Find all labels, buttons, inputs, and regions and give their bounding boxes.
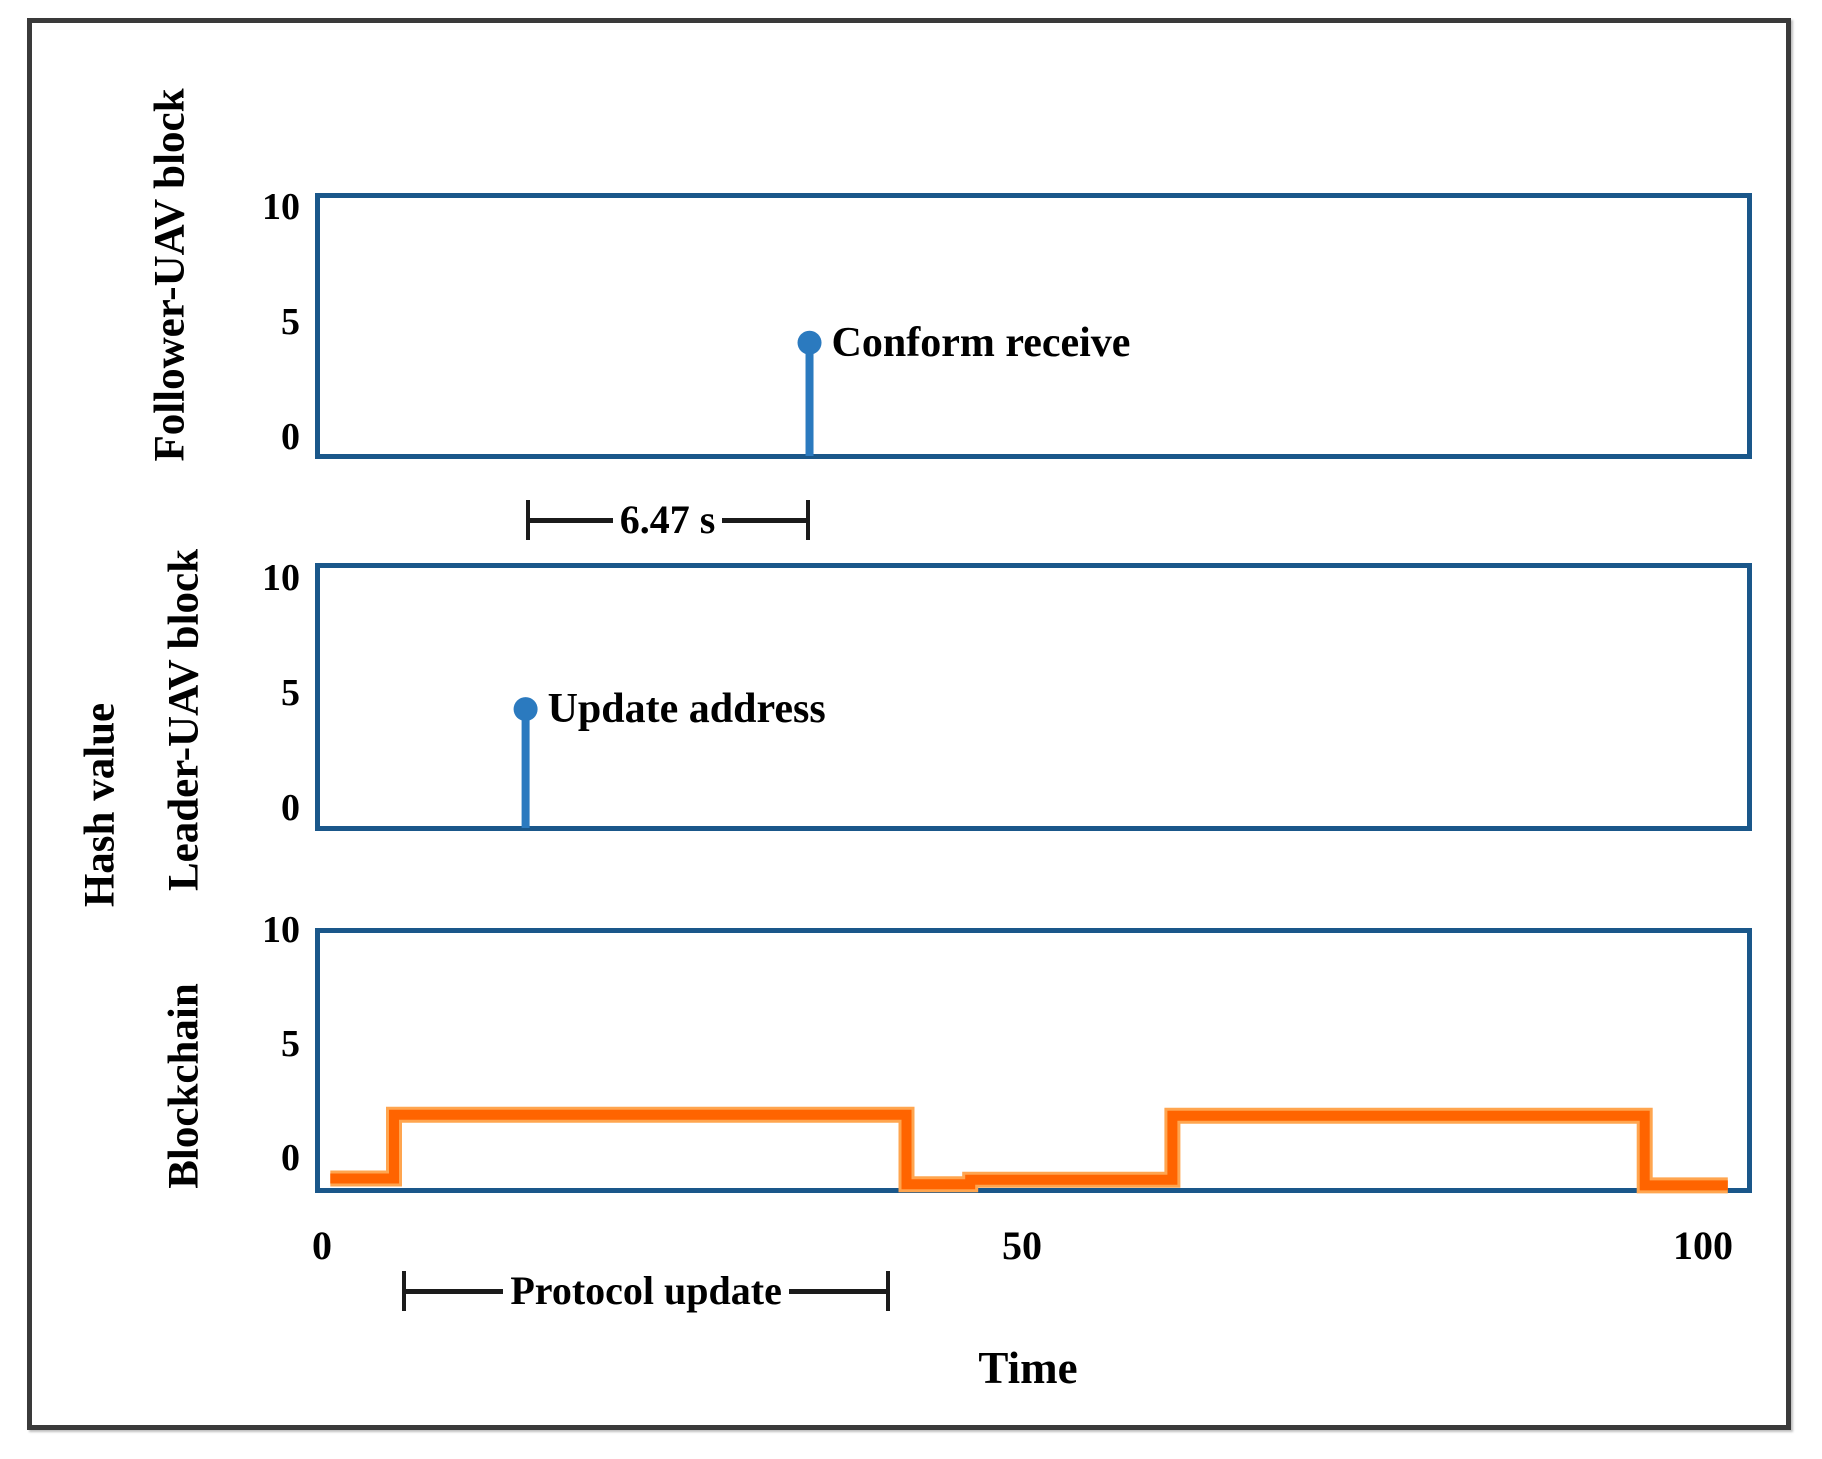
ylabel-leader-uav-block: Leader-UAV block [160,548,208,892]
y-tick-label: 10 [262,186,300,228]
bracket-right-cap [885,1271,890,1311]
delay-bracket: 6.47 s [525,497,810,542]
delay-label: 6.47 s [619,497,716,542]
ylabel-hash-value: Hash value [76,702,124,908]
y-tick-label: 10 [262,557,300,599]
figure-frame [27,18,1791,1430]
y-tick-label: 0 [281,787,300,829]
bracket-line [722,517,806,523]
bracket-left-cap [525,500,530,540]
leader-plot-box [315,563,1752,831]
follower-plot-box [315,193,1752,459]
y-tick-label: 0 [281,416,300,458]
y-tick-label: 0 [281,1137,300,1179]
y-tick-label: 5 [281,1023,300,1065]
ylabel-blockchain: Blockchain [160,983,208,1189]
blockchain-plot-box [315,928,1752,1193]
bracket-left-cap [402,1271,407,1311]
y-tick-label: 10 [262,909,300,951]
x-tick-label-0: 0 [312,1223,332,1268]
xlabel-time: Time [978,1343,1078,1393]
bracket-line [529,517,613,523]
y-tick-label: 5 [281,301,300,343]
x-tick-label-50: 50 [1002,1223,1042,1268]
y-tick-label: 5 [281,672,300,714]
x-tick-label-100: 100 [1673,1223,1733,1268]
update-address-label: Update address [547,686,826,733]
bracket-line [406,1288,504,1294]
ylabel-follower-uav-block: Follower-UAV block [146,88,194,462]
protocol-update-label: Protocol update [510,1268,782,1313]
conform-receive-label: Conform receive [831,319,1131,366]
protocol-update-bracket: Protocol update [402,1271,890,1311]
bracket-right-cap [805,500,810,540]
bracket-line [788,1288,886,1294]
